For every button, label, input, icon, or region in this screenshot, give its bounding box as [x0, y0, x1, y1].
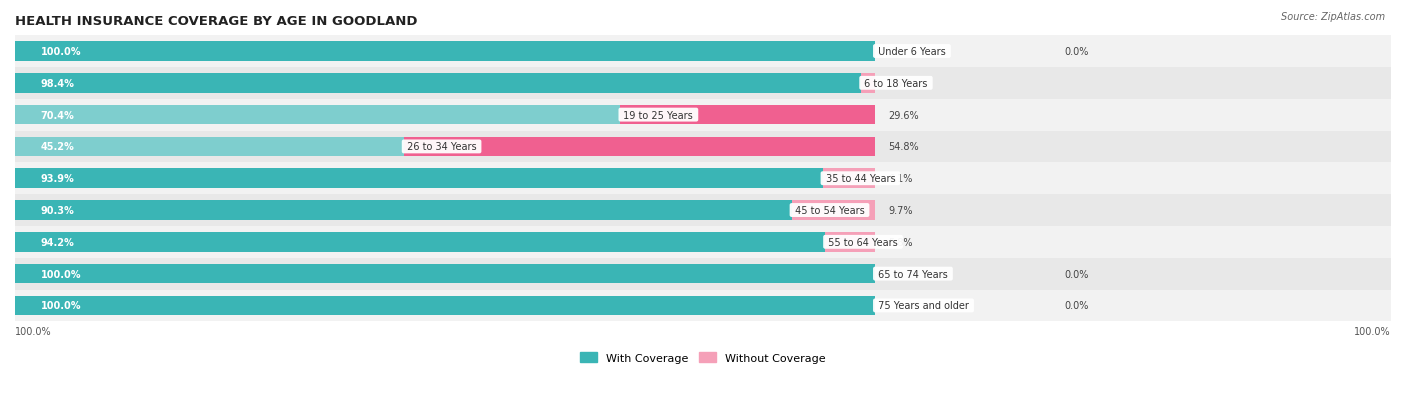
Bar — [15, 290, 1391, 322]
Bar — [15, 68, 1391, 100]
Bar — [620, 105, 875, 125]
Bar — [15, 195, 1391, 226]
Text: 1.6%: 1.6% — [889, 78, 912, 89]
Text: 0.0%: 0.0% — [1064, 269, 1088, 279]
Legend: With Coverage, Without Coverage: With Coverage, Without Coverage — [576, 348, 830, 368]
Bar — [15, 100, 1391, 131]
Text: 6 to 18 Years: 6 to 18 Years — [862, 78, 931, 89]
Text: 26 to 34 Years: 26 to 34 Years — [404, 142, 479, 152]
Bar — [792, 201, 875, 221]
Text: 6.1%: 6.1% — [889, 174, 912, 184]
Text: 100.0%: 100.0% — [41, 47, 82, 57]
Text: 65 to 74 Years: 65 to 74 Years — [875, 269, 950, 279]
Bar — [15, 258, 1391, 290]
Text: 0.0%: 0.0% — [1064, 301, 1088, 311]
Text: 100.0%: 100.0% — [15, 326, 52, 336]
Bar — [15, 137, 404, 157]
Text: 94.2%: 94.2% — [41, 237, 75, 247]
Text: 100.0%: 100.0% — [41, 301, 82, 311]
Bar — [15, 163, 1391, 195]
Bar — [15, 296, 875, 316]
Text: 29.6%: 29.6% — [889, 110, 918, 120]
Bar — [825, 233, 875, 252]
Bar — [15, 226, 1391, 258]
Text: 35 to 44 Years: 35 to 44 Years — [823, 174, 898, 184]
Text: 45 to 54 Years: 45 to 54 Years — [792, 206, 868, 216]
Bar — [823, 169, 875, 189]
Bar — [15, 264, 875, 284]
Text: 100.0%: 100.0% — [41, 269, 82, 279]
Bar — [15, 74, 862, 93]
Text: 19 to 25 Years: 19 to 25 Years — [620, 110, 696, 120]
Text: Under 6 Years: Under 6 Years — [875, 47, 949, 57]
Text: 93.9%: 93.9% — [41, 174, 75, 184]
Text: Source: ZipAtlas.com: Source: ZipAtlas.com — [1281, 12, 1385, 22]
Text: 0.0%: 0.0% — [1064, 47, 1088, 57]
Bar — [15, 105, 620, 125]
Bar — [862, 74, 875, 93]
Text: 90.3%: 90.3% — [41, 206, 75, 216]
Bar — [15, 201, 792, 221]
Bar — [15, 233, 825, 252]
Bar — [404, 137, 875, 157]
Bar — [15, 42, 875, 62]
Text: 55 to 64 Years: 55 to 64 Years — [825, 237, 901, 247]
Text: 9.7%: 9.7% — [889, 206, 912, 216]
Bar — [15, 131, 1391, 163]
Text: 54.8%: 54.8% — [889, 142, 918, 152]
Bar — [15, 36, 1391, 68]
Text: 98.4%: 98.4% — [41, 78, 75, 89]
Text: 45.2%: 45.2% — [41, 142, 75, 152]
Text: 75 Years and older: 75 Years and older — [875, 301, 972, 311]
Text: HEALTH INSURANCE COVERAGE BY AGE IN GOODLAND: HEALTH INSURANCE COVERAGE BY AGE IN GOOD… — [15, 15, 418, 28]
Text: 5.8%: 5.8% — [889, 237, 912, 247]
Text: 70.4%: 70.4% — [41, 110, 75, 120]
Text: 100.0%: 100.0% — [1354, 326, 1391, 336]
Bar — [15, 169, 823, 189]
